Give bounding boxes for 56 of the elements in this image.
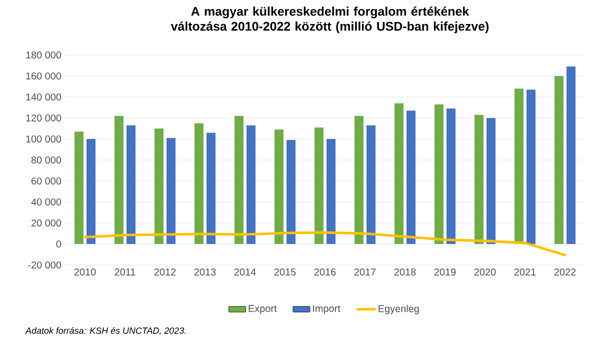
bar bbox=[474, 114, 484, 244]
legend-label: Export bbox=[248, 305, 277, 314]
y-tick-label: 60 000 bbox=[32, 177, 62, 185]
bar bbox=[166, 138, 176, 244]
chart-title: A magyar külkereskedelmi forgalom értékének változása 2010-2022 között (millió USD-ban kifejezve) bbox=[170, 6, 489, 34]
bar bbox=[314, 127, 324, 244]
y-tick-label: 100 000 bbox=[26, 135, 62, 143]
bar bbox=[354, 116, 364, 244]
bar bbox=[526, 90, 536, 244]
legend-label: Import bbox=[313, 305, 340, 314]
y-tick-label: 80 000 bbox=[31, 156, 62, 164]
bar bbox=[446, 108, 456, 244]
bar bbox=[246, 125, 256, 244]
bar bbox=[554, 76, 564, 244]
y-tick-label: 140 000 bbox=[26, 93, 62, 101]
bar bbox=[274, 130, 284, 244]
y-tick-label: 160 000 bbox=[26, 72, 62, 80]
bar bbox=[86, 139, 96, 244]
bar bbox=[234, 116, 244, 244]
y-tick-label: 120 000 bbox=[26, 114, 62, 122]
y-tick-label: 40 000 bbox=[31, 198, 62, 206]
bar bbox=[126, 125, 136, 244]
y-tick-label: 20 000 bbox=[32, 219, 62, 227]
text: Adatok forrása: KSH és UNCTAD, 2023. bbox=[25, 327, 186, 335]
bar bbox=[206, 132, 216, 244]
bar bbox=[194, 123, 204, 244]
bar bbox=[406, 110, 416, 244]
x-tick-label: 2019 bbox=[434, 268, 456, 276]
bar bbox=[154, 128, 164, 244]
x-tick-label: 2020 bbox=[474, 268, 496, 276]
line-series bbox=[84, 231, 566, 256]
bar bbox=[394, 103, 404, 244]
x-tick-label: 2018 bbox=[394, 268, 416, 276]
x-tick-label: 2017 bbox=[354, 268, 376, 276]
y-tick-label: -20 000 bbox=[28, 261, 62, 269]
y-tick-label: 0 bbox=[56, 240, 62, 248]
bar bbox=[514, 88, 524, 244]
bar bbox=[114, 116, 124, 244]
x-tick-label: 2021 bbox=[514, 268, 536, 276]
bar bbox=[486, 118, 496, 244]
bar bbox=[74, 132, 84, 244]
x-tick-label: 2016 bbox=[314, 268, 336, 276]
y-tick-label: 180 000 bbox=[26, 51, 62, 59]
x-tick-label: 2015 bbox=[274, 268, 296, 276]
bar bbox=[326, 139, 336, 244]
bar bbox=[566, 66, 576, 244]
x-tick-label: 2022 bbox=[554, 268, 576, 276]
x-tick-label: 2014 bbox=[234, 268, 256, 276]
bar bbox=[434, 104, 444, 244]
bar bbox=[366, 125, 376, 244]
bar bbox=[286, 140, 296, 244]
x-tick-label: 2013 bbox=[194, 268, 216, 276]
x-tick-label: 2012 bbox=[154, 268, 176, 276]
x-tick-label: 2011 bbox=[114, 268, 136, 276]
x-tick-label: 2010 bbox=[74, 268, 96, 276]
legend-label: Egyenleg bbox=[378, 304, 419, 314]
